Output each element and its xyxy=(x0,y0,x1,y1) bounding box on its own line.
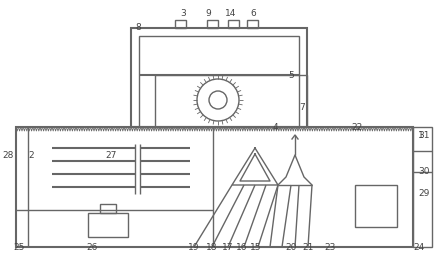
Text: 16: 16 xyxy=(236,243,248,253)
Text: 1: 1 xyxy=(418,131,424,140)
Bar xyxy=(247,20,258,28)
Text: 19: 19 xyxy=(188,243,200,253)
Text: 9: 9 xyxy=(205,9,211,18)
Text: 25: 25 xyxy=(13,243,25,253)
Bar xyxy=(100,204,116,213)
Bar xyxy=(228,20,239,28)
Text: 26: 26 xyxy=(86,243,98,253)
Text: 18: 18 xyxy=(206,243,218,253)
Text: 29: 29 xyxy=(418,190,430,198)
Text: 8: 8 xyxy=(135,24,141,32)
Text: 6: 6 xyxy=(250,9,256,18)
Text: 17: 17 xyxy=(222,243,234,253)
Text: 27: 27 xyxy=(105,150,117,160)
Text: 21: 21 xyxy=(302,243,314,253)
Bar xyxy=(155,75,307,127)
Text: 5: 5 xyxy=(288,70,294,80)
Bar xyxy=(139,36,299,127)
Text: 2: 2 xyxy=(28,150,34,160)
Text: 4: 4 xyxy=(272,124,278,133)
Text: 22: 22 xyxy=(351,124,363,133)
Text: 3: 3 xyxy=(180,9,186,18)
Text: 28: 28 xyxy=(2,150,14,160)
Text: 24: 24 xyxy=(413,243,424,253)
Text: 15: 15 xyxy=(250,243,262,253)
Bar xyxy=(16,127,413,247)
Bar xyxy=(413,127,432,247)
Bar xyxy=(175,20,186,28)
Text: 23: 23 xyxy=(324,243,336,253)
Bar xyxy=(355,185,397,227)
Text: 20: 20 xyxy=(285,243,297,253)
Text: 30: 30 xyxy=(418,168,430,176)
Bar xyxy=(207,20,218,28)
Bar xyxy=(131,28,307,127)
Text: 31: 31 xyxy=(418,131,430,140)
Text: 7: 7 xyxy=(299,103,305,112)
Text: 14: 14 xyxy=(225,9,237,18)
Bar xyxy=(88,213,128,237)
